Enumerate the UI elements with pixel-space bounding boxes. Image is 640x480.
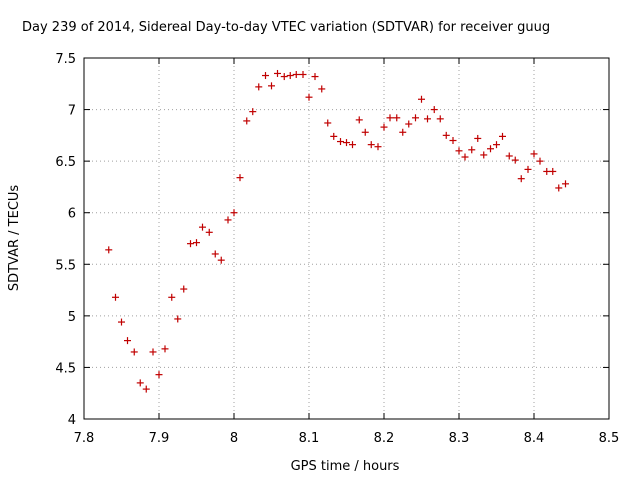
data-point <box>343 139 350 147</box>
data-point <box>562 180 569 188</box>
data-point <box>449 137 457 145</box>
data-point <box>337 138 344 146</box>
data-point <box>161 345 169 353</box>
data-point <box>118 318 125 326</box>
x-tick-label: 8.1 <box>299 431 320 446</box>
axis-ticks: 7.8 7.9 8 8.1 8.2 8.3 8.4 8.5 4 4.5 5 5.5 6 6.5 7 7.5 <box>55 52 619 446</box>
data-point <box>249 108 257 116</box>
data-point <box>380 123 388 131</box>
x-tick-label: 8 <box>230 431 238 446</box>
data-point <box>305 93 313 101</box>
y-tick-label: 5 <box>68 310 76 325</box>
x-tick-label: 8.3 <box>449 431 470 446</box>
data-point <box>480 151 488 159</box>
data-point <box>230 209 238 217</box>
data-point <box>511 156 519 164</box>
data-point <box>530 150 538 158</box>
data-point <box>224 216 232 224</box>
data-point <box>187 240 194 248</box>
data-point <box>524 165 532 173</box>
data-point <box>236 174 244 182</box>
plot-frame <box>83 57 610 420</box>
data-point <box>487 145 494 153</box>
data-point <box>130 348 138 356</box>
data-point <box>374 143 382 151</box>
data-point <box>142 385 150 393</box>
data-point <box>418 95 425 103</box>
x-tick-label: 8.4 <box>524 431 545 446</box>
data-point <box>124 337 131 345</box>
data-point <box>286 72 294 80</box>
data-point <box>112 293 119 301</box>
y-axis-label: SDTVAR / TECUs <box>7 185 22 292</box>
data-point <box>174 315 182 323</box>
data-point <box>405 120 413 128</box>
data-point <box>399 128 407 136</box>
data-point <box>243 117 251 125</box>
data-point <box>149 348 157 356</box>
data-series <box>105 69 569 393</box>
data-point <box>255 83 263 91</box>
chart-title: Day 239 of 2014, Sidereal Day-to-day VTE… <box>22 20 550 35</box>
y-tick-label: 7.5 <box>55 52 76 67</box>
data-point <box>136 379 144 387</box>
y-tick-label: 5.5 <box>55 258 76 273</box>
y-tick-label: 6 <box>68 207 76 222</box>
data-point <box>105 246 113 254</box>
data-point <box>274 69 281 77</box>
data-point <box>424 115 431 123</box>
x-tick-label: 8.2 <box>374 431 395 446</box>
x-tick-label: 8.5 <box>599 431 620 446</box>
y-tick-label: 4 <box>68 413 76 428</box>
y-tick-label: 4.5 <box>55 361 76 376</box>
x-tick-label: 7.8 <box>74 431 95 446</box>
data-point <box>386 114 394 122</box>
data-point <box>442 131 450 139</box>
data-point <box>355 116 363 124</box>
data-point <box>517 175 525 183</box>
data-point <box>199 223 206 231</box>
data-point <box>474 134 482 142</box>
data-point <box>155 371 163 379</box>
data-point <box>180 285 188 293</box>
y-tick-label: 7 <box>68 104 76 119</box>
data-point <box>536 157 544 165</box>
data-point <box>412 114 419 122</box>
data-point <box>262 72 269 80</box>
data-point <box>292 71 300 79</box>
data-point <box>367 141 375 149</box>
data-point <box>193 239 200 247</box>
data-point <box>393 114 401 122</box>
data-point <box>461 153 469 161</box>
data-point <box>499 132 506 140</box>
data-point <box>318 85 326 93</box>
data-point <box>280 73 288 81</box>
data-point <box>505 152 513 160</box>
data-point <box>361 128 369 136</box>
data-point <box>430 106 438 114</box>
data-point <box>299 71 307 79</box>
data-point <box>549 167 557 175</box>
data-point <box>324 119 332 127</box>
data-point <box>436 115 444 123</box>
data-point <box>311 73 319 81</box>
gridlines <box>84 58 609 419</box>
data-point <box>205 228 213 236</box>
x-axis-label: GPS time / hours <box>291 459 400 474</box>
data-point <box>168 293 176 301</box>
data-point <box>217 256 225 264</box>
data-point <box>455 147 463 155</box>
data-point <box>555 184 563 192</box>
y-tick-label: 6.5 <box>55 155 76 170</box>
data-point <box>468 146 476 154</box>
data-point <box>330 132 338 140</box>
data-point <box>268 82 275 90</box>
x-tick-label: 7.9 <box>149 431 170 446</box>
data-point <box>211 250 219 258</box>
data-point <box>493 141 500 149</box>
data-point <box>543 167 551 175</box>
data-point <box>349 141 356 149</box>
